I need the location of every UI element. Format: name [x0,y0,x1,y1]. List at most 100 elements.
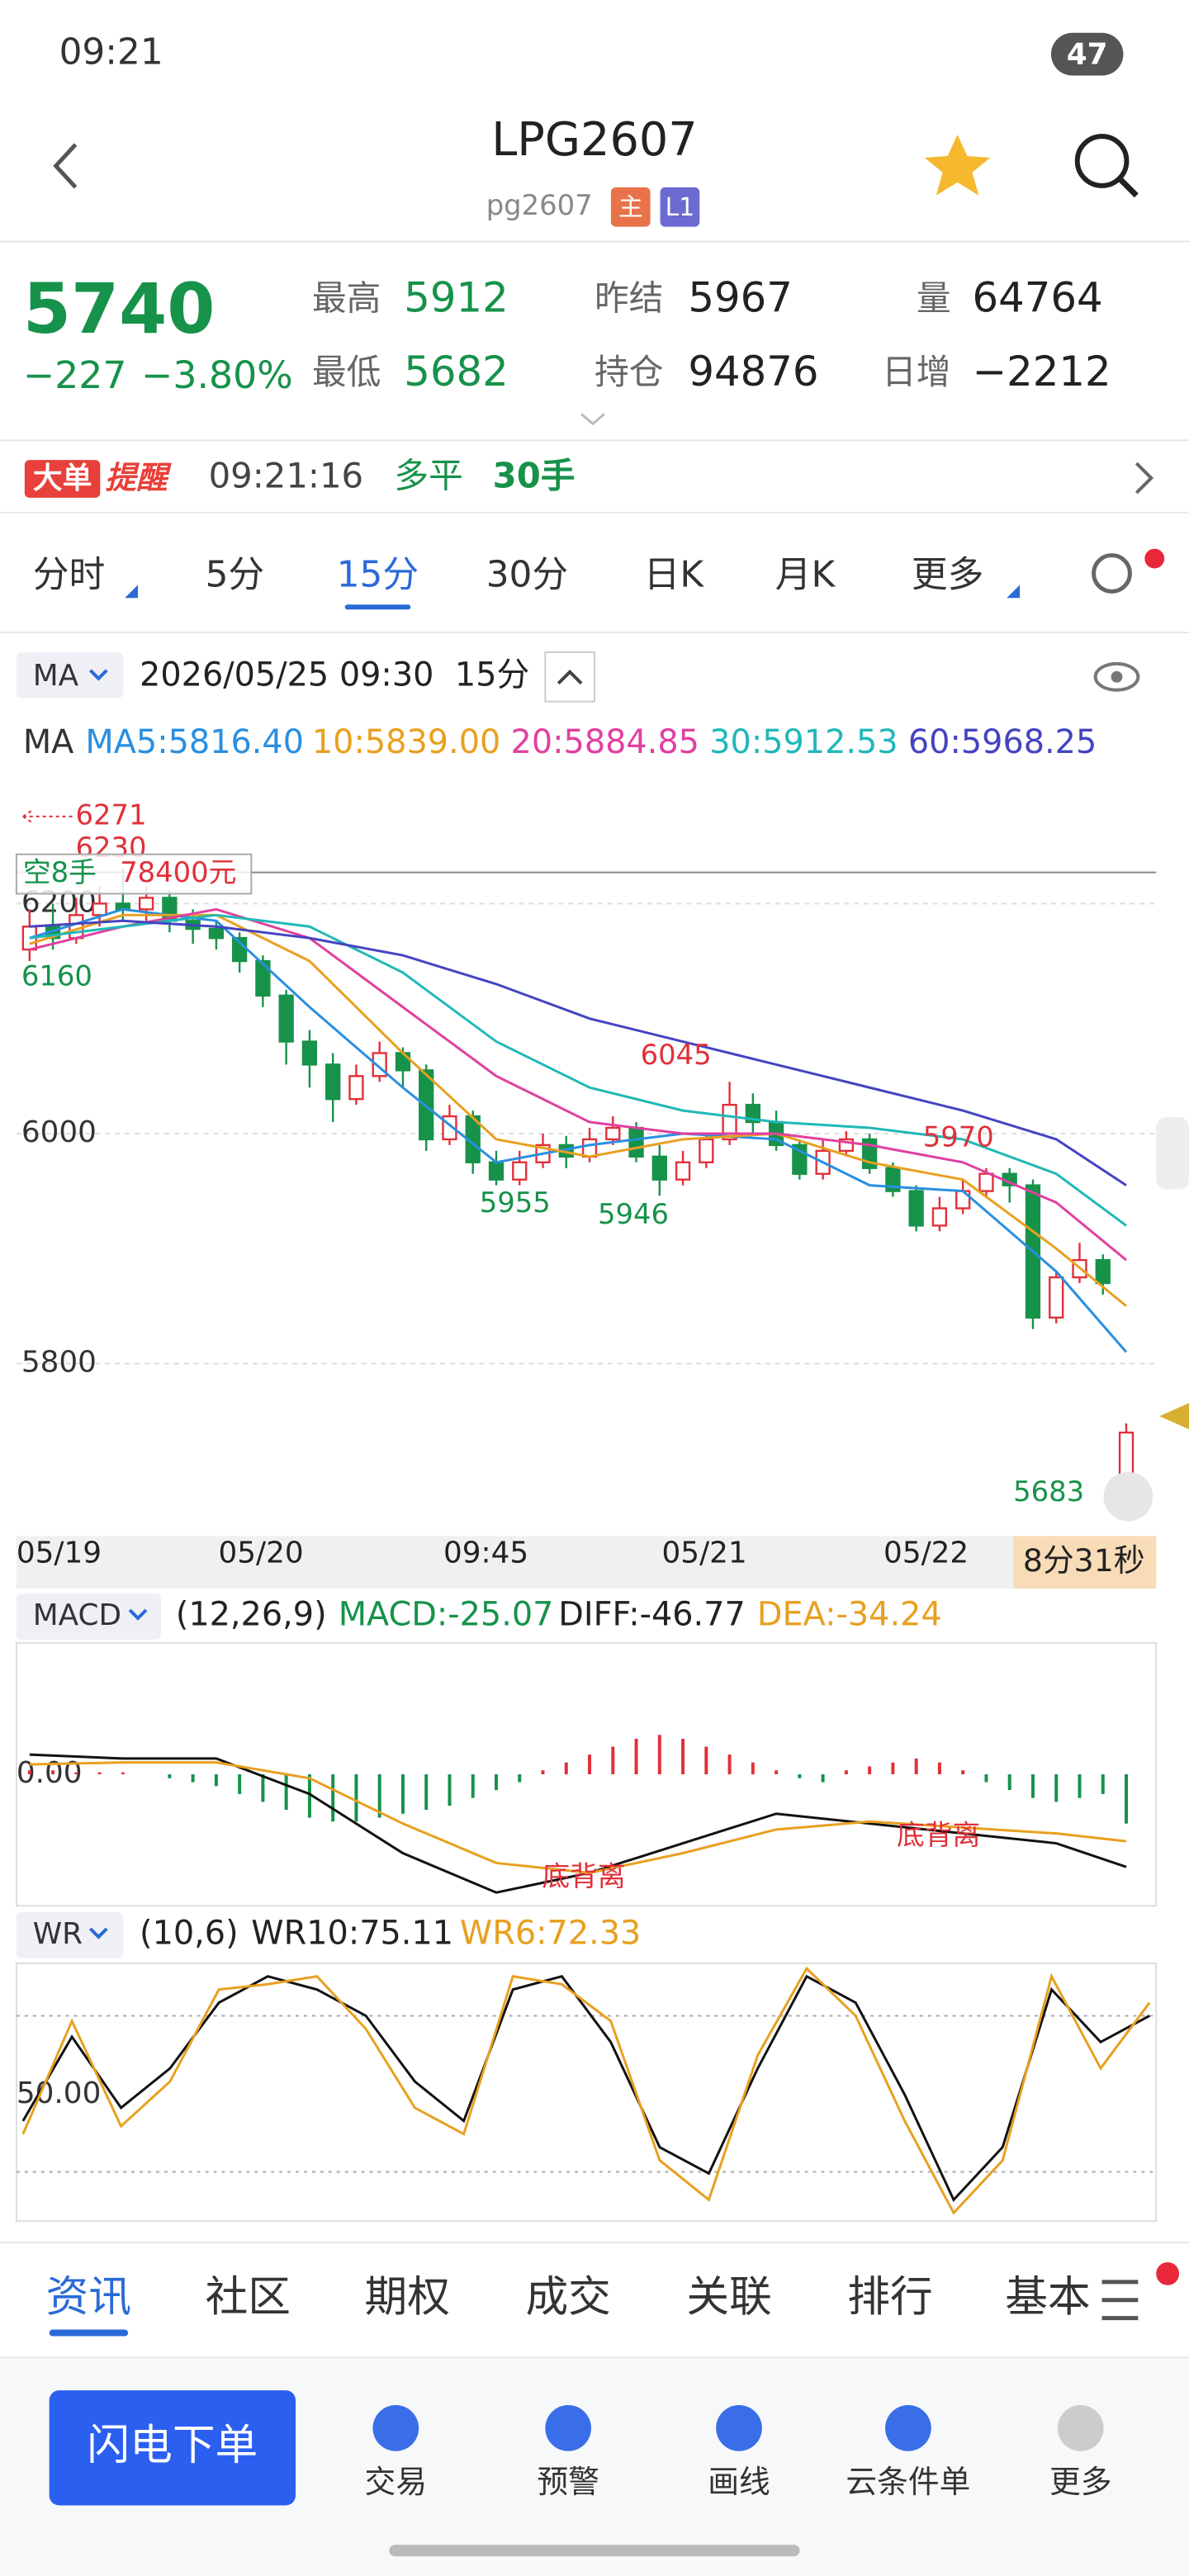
alert-logo-bg [24,460,101,498]
change-percent: −3.80% [141,353,293,397]
date-label: 05/21 [662,1536,747,1570]
action-icon[interactable] [1057,2405,1104,2451]
price-annotation: 6160 [21,959,92,992]
wr-params: (10,6) [140,1914,239,1952]
action-icon[interactable] [885,2405,931,2451]
action-icon[interactable] [372,2405,419,2451]
indicator-select[interactable] [16,1593,161,1640]
badge [610,187,651,227]
wr-line [21,1966,1151,2215]
period-tab[interactable]: 30分 [486,553,568,595]
period-tab[interactable]: 日K [644,553,705,595]
action-icon[interactable] [716,2405,762,2451]
content-tab[interactable]: 社区 [206,2273,291,2323]
side-tab[interactable] [1156,1117,1189,1190]
indicator-select[interactable] [16,1912,124,1958]
position-side: 空8手 [23,856,97,888]
ma-line [29,907,1127,1262]
candle-body [699,1138,714,1163]
expand-icon[interactable] [580,413,605,426]
stat-label: 昨结 [594,278,664,319]
action-label: 更多 [1049,2464,1112,2500]
countdown: 8分31秒 [1023,1542,1145,1579]
candle-body [978,1172,994,1192]
price-annotation: 5683 [1013,1475,1084,1508]
back-button[interactable] [53,143,78,189]
stat-value: 94876 [688,348,818,395]
alert-logo: 大单 [33,462,92,495]
wr10-value: WR10:75.11 [251,1914,453,1952]
candle-body [92,902,107,916]
period-tab[interactable]: 5分 [206,553,265,595]
period-tab[interactable]: 15分 [337,553,419,595]
divergence-label: 底背离 [897,1819,980,1851]
collapse-button[interactable] [544,651,595,703]
alert-action: 多平 [394,456,463,496]
dropdown [88,1927,108,1939]
y-tick-label: 5800 [21,1346,97,1380]
last-price: 5740 [23,268,215,349]
content-tab[interactable]: 期权 [365,2273,450,2323]
dropdown [128,1608,148,1621]
price-annotation: 5970 [923,1120,994,1153]
wr-name: WR [33,1917,83,1951]
period-tab[interactable]: 更多 [912,553,983,595]
collapse-icon [557,670,583,685]
eye-icon[interactable] [1093,661,1140,692]
macd-params: (12,26,9) [176,1595,327,1633]
macd-panel [15,1641,1158,1907]
candle-body [512,1161,528,1181]
period-tab[interactable]: 分时 [33,553,105,595]
dropdown [88,669,108,681]
chart-datetime: 2026/05/25 09:30 [140,656,433,694]
price-annotation: 6045 [641,1039,712,1071]
scroll-button[interactable] [1103,1471,1153,1522]
action-icon[interactable] [545,2405,592,2451]
stat-value: 5682 [404,348,509,395]
candle-body [722,1103,737,1141]
date-label: 05/20 [219,1536,304,1570]
title: LPG2607 [491,113,697,167]
period-tab[interactable]: 月K [775,553,836,595]
candle-body [208,927,225,940]
position-amount: 78400元 [120,856,236,888]
order-button[interactable] [49,2390,296,2506]
content-tab[interactable]: 关联 [686,2273,771,2323]
ma-legend: 20:5884.85 [511,723,699,761]
wr-panel [15,1962,1158,2223]
candle-body [325,1063,341,1101]
date-label: 05/22 [883,1536,969,1570]
stat-label: 最低 [312,352,381,392]
favorite-star[interactable] [924,135,991,196]
ma-legend: 60:5968.25 [908,723,1097,761]
battery [1050,32,1124,76]
ma-line [29,907,1128,1353]
date-axis [16,1536,1157,1589]
badge-dot [1156,2261,1180,2285]
countdown-box [1013,1536,1157,1589]
content-tab[interactable]: 资讯 [46,2273,131,2323]
action-label: 画线 [708,2464,770,2500]
date-label: 09:45 [443,1536,528,1570]
content-tab[interactable]: 成交 [525,2273,610,2323]
home-indicator [389,2545,800,2557]
stat-value: 64764 [972,274,1102,322]
content-tab[interactable]: 排行 [847,2273,932,2323]
stat-label: 持仓 [594,352,664,392]
tab-dropdown [125,585,139,599]
content-tab[interactable]: 基本 [1005,2273,1090,2323]
status-time: 09:21 [59,31,163,73]
alert-chevron[interactable] [1135,462,1154,495]
wr6-value: WR6:72.33 [460,1914,641,1952]
settings-icon[interactable] [1092,553,1132,594]
indicator-select[interactable] [16,651,124,698]
candle-body [1095,1258,1111,1285]
wr-line [21,1974,1150,2202]
search-icon[interactable] [1074,134,1130,188]
divergence-label: 底背离 [542,1860,625,1892]
high-arrow [22,809,73,824]
badge-dot [1144,548,1165,569]
candle-body [255,959,271,997]
